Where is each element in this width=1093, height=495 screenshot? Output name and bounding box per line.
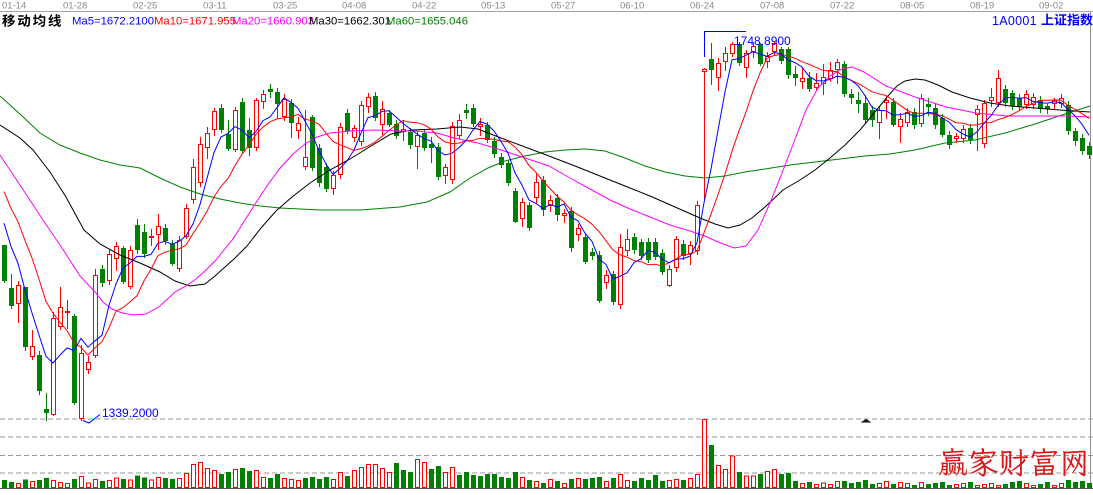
svg-text:Ma10=1671.955: Ma10=1671.955 — [154, 16, 236, 28]
svg-text:Ma20=1660.903: Ma20=1660.903 — [232, 16, 314, 28]
svg-text:08-19: 08-19 — [970, 1, 994, 12]
svg-text:05-27: 05-27 — [551, 1, 575, 12]
svg-text:09-02: 09-02 — [1039, 1, 1063, 12]
svg-text:01-28: 01-28 — [63, 1, 87, 12]
svg-text:05-13: 05-13 — [481, 1, 505, 12]
svg-text:Ma5=1672.2100: Ma5=1672.2100 — [72, 16, 154, 28]
svg-text:04-22: 04-22 — [412, 1, 436, 12]
svg-text:04-08: 04-08 — [342, 1, 366, 12]
svg-text:07-22: 07-22 — [830, 1, 854, 12]
svg-text:1339.2000: 1339.2000 — [102, 406, 159, 420]
svg-text:07-08: 07-08 — [760, 1, 784, 12]
svg-text:03-25: 03-25 — [273, 1, 297, 12]
svg-text:1748.8900: 1748.8900 — [734, 34, 791, 48]
svg-text:Ma30=1662.301: Ma30=1662.301 — [309, 16, 391, 28]
svg-text:06-10: 06-10 — [620, 1, 644, 12]
svg-text:02-25: 02-25 — [133, 1, 157, 12]
svg-text:03-11: 03-11 — [203, 1, 227, 12]
svg-text:08-05: 08-05 — [900, 1, 924, 12]
svg-text:01-14: 01-14 — [2, 1, 26, 12]
svg-text:06-24: 06-24 — [690, 1, 714, 12]
svg-text:Ma60=1655.046: Ma60=1655.046 — [386, 16, 468, 28]
svg-text:1A0001: 1A0001 — [992, 14, 1037, 28]
